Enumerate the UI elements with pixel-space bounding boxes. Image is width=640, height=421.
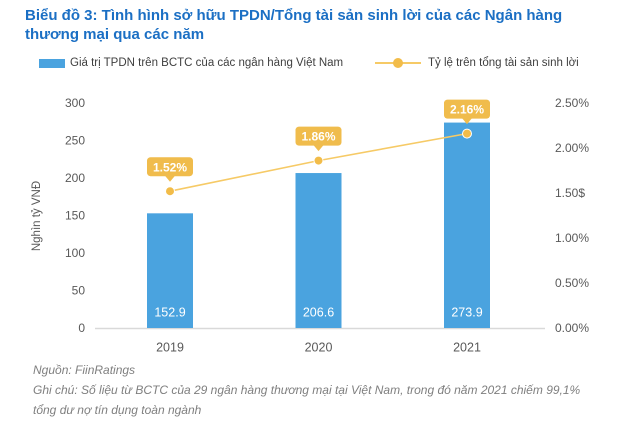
callout-bubble-2019 (147, 157, 193, 177)
x-axis-label-2021: 2021 (453, 340, 481, 354)
left-axis-tick: 250 (65, 134, 85, 148)
right-axis-tick: 1.00% (555, 231, 589, 245)
callout-bubble-2021 (444, 99, 490, 119)
left-axis-title: Nghìn tỷ VNĐ (31, 181, 43, 251)
callout-value-label: 1.52% (153, 160, 187, 174)
callout-value-label: 1.86% (301, 130, 335, 144)
footnote: Ghi chú: Số liệu từ BCTC của 29 ngân hàn… (33, 383, 581, 417)
x-axis-label-2019: 2019 (156, 340, 184, 354)
right-axis-tick: 0.00% (555, 321, 589, 335)
right-axis-tick: 2.50% (555, 96, 589, 110)
bar-2020 (295, 173, 342, 328)
chart-legend: Giá trị TPDN trên BCTC của các ngân hàng… (0, 55, 640, 71)
left-axis-tick: 100 (65, 246, 85, 260)
bar-series-swatch-icon (39, 58, 65, 68)
callout-pointer (313, 145, 324, 152)
bar-value-label: 206.6 (303, 305, 334, 319)
bar-value-label: 273.9 (451, 305, 482, 319)
legend-item-line-series: Tỷ lệ trên tổng tài sản sinh lời (375, 55, 579, 71)
left-axis-tick: 50 (72, 284, 86, 298)
callout-pointer (462, 118, 472, 125)
legend-bar-label: Giá trị TPDN trên BCTC của các ngân hàng… (70, 57, 344, 69)
bar-2019 (147, 213, 193, 328)
x-axis-label-2020: 2020 (305, 340, 333, 354)
left-axis-tick: 300 (65, 96, 85, 110)
right-axis-tick: 0.50% (555, 276, 589, 290)
left-axis-tick: 0 (78, 321, 85, 335)
line-marker-2019 (165, 186, 175, 197)
callout-value-label: 2.16% (450, 103, 484, 117)
source-note: Nguồn: FiinRatings (33, 363, 136, 377)
bar-value-label: 152.9 (154, 305, 185, 319)
legend-line-label: Tỷ lệ trên tổng tài sản sinh lời (428, 57, 579, 69)
chart-footer: Nguồn: FiinRatings Ghi chú: Số liệu từ B… (33, 360, 593, 420)
callout-pointer (165, 175, 175, 182)
right-axis-tick: 1.50$ (555, 186, 585, 200)
left-axis-tick: 200 (65, 171, 85, 185)
combo-chart-plot: 0 50 100 150 200 250 300 0.00% 0.50% 1.00% 1.50$ 2.… (31, 96, 589, 354)
line-marker-2021 (462, 128, 472, 139)
chart-title: Biểu đồ 3: Tình hình sở hữu TPDN/Tổng tà… (25, 7, 563, 43)
bar-2021 (444, 122, 490, 328)
callout-bubble-2020 (295, 126, 342, 146)
line-series-swatch-icon (375, 55, 421, 71)
legend-item-bar-series: Giá trị TPDN trên BCTC của các ngân hàng… (39, 55, 343, 71)
line-marker-2020 (313, 155, 324, 166)
left-axis-tick: 150 (65, 209, 85, 223)
right-axis-tick: 2.00% (555, 141, 589, 155)
